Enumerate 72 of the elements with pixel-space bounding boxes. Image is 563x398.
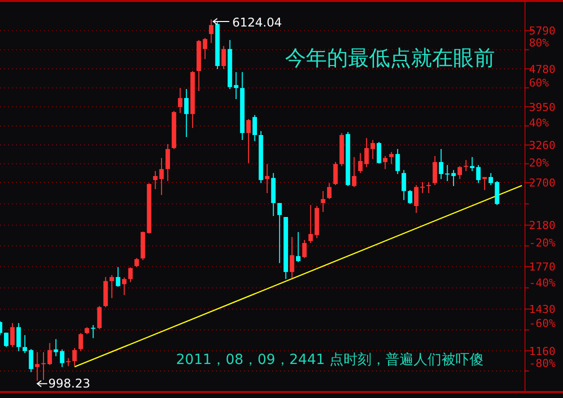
y-tick-label: 3950 xyxy=(529,100,556,114)
candlestick xyxy=(264,164,270,194)
candlestick xyxy=(116,266,120,288)
candlestick xyxy=(153,170,158,190)
candlestick xyxy=(327,182,332,200)
y-tick-label: 3260 xyxy=(529,139,556,152)
y2-tick-label: -80% xyxy=(529,356,556,370)
candlestick xyxy=(122,276,126,296)
candlestick xyxy=(290,236,294,278)
candlestick xyxy=(432,156,438,186)
candlestick xyxy=(90,324,96,339)
y2-tick-label: 60% xyxy=(529,76,550,90)
candlestick xyxy=(78,332,84,352)
y-tick-label: 2180 xyxy=(529,219,556,232)
annotation: 6124.04 xyxy=(232,15,282,30)
y2-tick-label: -40% xyxy=(529,276,556,290)
candlestick xyxy=(134,258,139,268)
y-tick-label: 2700 xyxy=(529,176,556,190)
candlestick xyxy=(202,38,208,60)
candlestick xyxy=(110,274,114,299)
candlestick xyxy=(72,348,77,367)
candlestick xyxy=(234,72,238,100)
annotation: 2011，08，09，2441 点时刻，普遍人们被吓傻 xyxy=(176,351,484,368)
candlestick xyxy=(209,18,214,44)
y2-tick-label: 40% xyxy=(529,116,550,130)
candlestick xyxy=(464,160,468,172)
y2-tick-label: -60% xyxy=(529,316,556,330)
candlestick xyxy=(54,338,58,357)
candlestick xyxy=(352,156,356,188)
candlestick xyxy=(35,352,40,382)
y-tick-label: 5790 xyxy=(529,24,556,38)
candlestick xyxy=(178,88,182,114)
annotation: 998.23 xyxy=(48,376,90,391)
candlestick xyxy=(389,151,394,165)
candlestick xyxy=(10,322,15,348)
y-tick-label: 4780 xyxy=(529,62,556,76)
candlestick xyxy=(458,166,462,180)
candlestick xyxy=(488,172,494,186)
candlestick xyxy=(128,266,133,283)
candlestick xyxy=(4,332,8,348)
candlestick xyxy=(22,334,28,354)
annotation: 今年的最低点就在眼前 xyxy=(285,46,495,70)
candlestick xyxy=(382,156,388,170)
candlestick xyxy=(184,88,189,138)
candlestick xyxy=(402,170,406,201)
candlestick xyxy=(408,190,412,205)
candlestick xyxy=(166,144,170,182)
candlestick xyxy=(358,152,363,174)
candlestick xyxy=(395,148,400,175)
candlestick xyxy=(451,170,456,187)
candlestick xyxy=(252,114,257,142)
candlestick xyxy=(60,348,64,368)
y-tick-label: 1770 xyxy=(529,260,556,274)
y2-tick-label: 20% xyxy=(529,156,550,170)
candlestick xyxy=(16,322,21,352)
candlestick xyxy=(246,118,251,164)
candlestick xyxy=(494,180,500,206)
candlestick xyxy=(28,348,34,373)
candlestick xyxy=(277,202,282,264)
candlestick xyxy=(221,46,226,70)
y2-tick-label: -20% xyxy=(529,236,556,250)
candlestick xyxy=(302,240,307,259)
y-tick-label: 1430 xyxy=(529,303,556,316)
y2-tick-label: 80% xyxy=(529,36,550,50)
candlestick xyxy=(482,176,487,191)
candlestick xyxy=(426,182,431,194)
candlestick xyxy=(47,342,52,366)
candlestick xyxy=(320,190,326,212)
y-tick-label: 1160 xyxy=(529,344,556,358)
candlestick xyxy=(296,232,300,263)
candlestick xyxy=(97,306,102,330)
candlestick xyxy=(159,158,164,196)
